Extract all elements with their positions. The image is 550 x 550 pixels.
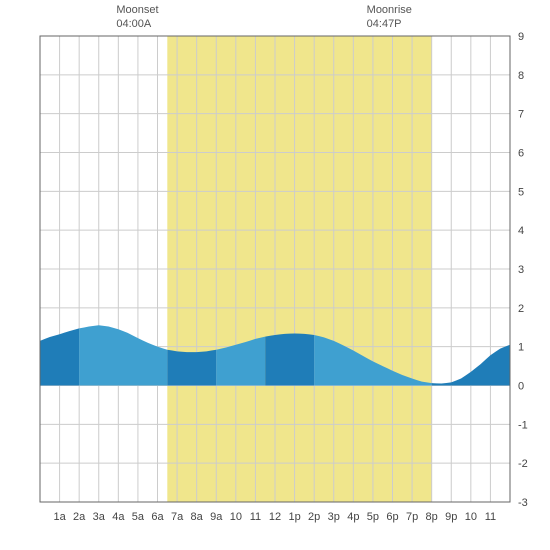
y-tick-label: 7 <box>518 109 524 121</box>
x-tick-label: 1p <box>288 511 300 523</box>
moonset-title: Moonset <box>116 4 158 18</box>
x-tick-label: 2p <box>308 511 320 523</box>
moonset-label: Moonset 04:00A <box>116 4 158 32</box>
x-tick-label: 6p <box>386 511 398 523</box>
x-tick-label: 8p <box>426 511 438 523</box>
y-tick-label: -2 <box>518 458 528 470</box>
y-tick-label: 2 <box>518 303 524 315</box>
x-tick-label: 7p <box>406 511 418 523</box>
moonset-time: 04:00A <box>116 18 158 32</box>
x-tick-label: 5p <box>367 511 379 523</box>
x-tick-label: 11 <box>250 511 261 523</box>
y-tick-label: 9 <box>518 31 524 43</box>
moonrise-label: Moonrise 04:47P <box>367 4 412 32</box>
y-tick-label: 5 <box>518 186 524 198</box>
chart-canvas: -3-2-101234567891a2a3a4a5a6a7a8a9a101112… <box>0 0 550 550</box>
x-tick-label: 12 <box>269 511 281 523</box>
x-tick-label: 4a <box>112 511 125 523</box>
x-tick-label: 7a <box>171 511 184 523</box>
x-tick-label: 9a <box>210 511 223 523</box>
x-tick-label: 9p <box>445 511 457 523</box>
y-tick-label: -3 <box>518 497 528 509</box>
x-tick-label: 3p <box>328 511 340 523</box>
y-tick-label: 1 <box>518 342 524 354</box>
y-tick-label: -1 <box>518 419 528 431</box>
tide-chart: Moonset 04:00A Moonrise 04:47P -3-2-1012… <box>0 0 550 550</box>
x-tick-label: 3a <box>93 511 106 523</box>
x-tick-label: 8a <box>191 511 204 523</box>
y-tick-label: 3 <box>518 264 524 276</box>
x-tick-label: 4p <box>347 511 359 523</box>
x-tick-label: 11 <box>485 511 496 523</box>
moonrise-time: 04:47P <box>367 18 412 32</box>
y-tick-label: 6 <box>518 148 524 160</box>
x-tick-label: 5a <box>132 511 145 523</box>
x-tick-label: 2a <box>73 511 86 523</box>
moonrise-title: Moonrise <box>367 4 412 18</box>
x-tick-label: 1a <box>53 511 66 523</box>
y-tick-label: 4 <box>518 225 524 237</box>
x-tick-label: 10 <box>465 511 477 523</box>
x-tick-label: 10 <box>230 511 242 523</box>
x-tick-label: 6a <box>151 511 164 523</box>
y-tick-label: 8 <box>518 70 524 82</box>
y-tick-label: 0 <box>518 381 524 393</box>
